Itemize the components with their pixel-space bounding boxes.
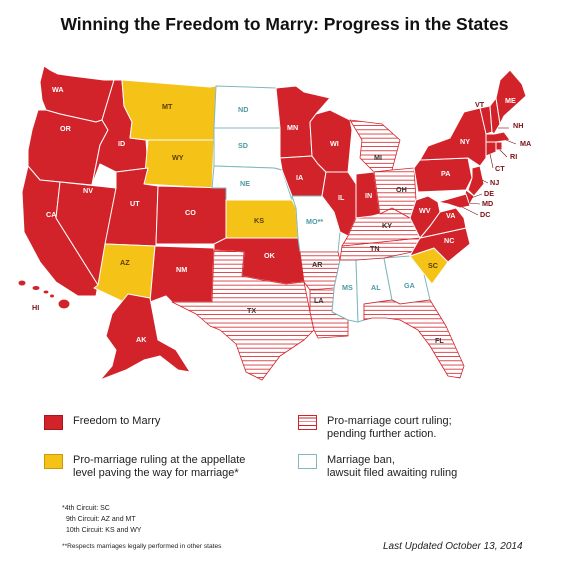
label-NJ: NJ <box>490 178 499 187</box>
page-title: Winning the Freedom to Marry: Progress i… <box>60 14 509 34</box>
label-ME: ME <box>505 96 516 105</box>
label-NM: NM <box>176 265 187 274</box>
label-UT: UT <box>130 199 140 208</box>
label-VT: VT <box>475 100 485 109</box>
legend-swatch-yellow <box>44 454 63 469</box>
legend-appellate-line1: Pro-marriage ruling at the appellate <box>73 454 246 466</box>
label-DE: DE <box>484 189 494 198</box>
note-line3: 10th Circuit: KS and WY <box>66 527 142 534</box>
footnote: **Respects marriages legally performed i… <box>62 543 222 550</box>
legend-ban: Marriage ban, lawsuit filed awaiting rul… <box>298 454 457 480</box>
state-CT[interactable] <box>485 141 497 157</box>
label-IA: IA <box>296 173 303 182</box>
label-PA: PA <box>441 169 450 178</box>
label-MT: MT <box>162 102 173 111</box>
label-MO: MO** <box>306 217 323 226</box>
state-HI[interactable] <box>17 279 71 310</box>
state-MA[interactable] <box>485 131 511 143</box>
state-AK[interactable] <box>99 293 191 381</box>
state-NY[interactable] <box>419 107 487 167</box>
label-KY: KY <box>382 221 392 230</box>
legend-freedom: Freedom to Marry <box>44 415 160 430</box>
label-MI: MI <box>374 153 382 162</box>
label-MD: MD <box>482 199 493 208</box>
label-HI: HI <box>32 303 39 312</box>
label-SC: SC <box>428 261 438 270</box>
legend-court-line1: Pro-marriage court ruling; <box>327 415 452 427</box>
legend-swatch-hatch <box>298 415 317 430</box>
state-CA[interactable] <box>21 165 99 297</box>
label-CO: CO <box>185 208 196 217</box>
label-DC: DC <box>480 210 490 219</box>
state-TX[interactable] <box>171 249 315 381</box>
label-OH: OH <box>396 185 407 194</box>
label-NV: NV <box>83 186 93 195</box>
label-WI: WI <box>330 139 339 148</box>
note-line1: *4th Circuit: SC <box>62 505 110 512</box>
state-AZ[interactable] <box>93 243 156 303</box>
legend-appellate: Pro-marriage ruling at the appellate lev… <box>44 454 245 480</box>
label-MS: MS <box>342 283 353 292</box>
label-MN: MN <box>287 123 298 132</box>
state-NC[interactable] <box>409 227 471 263</box>
state-AR[interactable] <box>299 251 341 291</box>
label-TN: TN <box>370 244 380 253</box>
state-SD[interactable] <box>213 127 283 171</box>
circuit-notes: *4th Circuit: SC 9th Circuit: AZ and MT … <box>62 503 141 536</box>
state-MT[interactable] <box>121 79 217 141</box>
state-RI[interactable] <box>495 141 503 151</box>
label-OR: OR <box>60 124 72 133</box>
label-ND: ND <box>238 105 248 114</box>
note-line2: 9th Circuit: AZ and MT <box>66 516 136 523</box>
label-FL: FL <box>435 336 444 345</box>
state-MD[interactable] <box>437 193 471 209</box>
label-IL: IL <box>338 193 345 202</box>
label-CT: CT <box>495 164 505 173</box>
legend-swatch-teal <box>298 454 317 469</box>
label-CA: CA <box>46 210 56 219</box>
legend-court-line2: pending further action. <box>327 428 437 440</box>
label-VA: VA <box>446 211 455 220</box>
label-SD: SD <box>238 141 248 150</box>
label-AL: AL <box>371 283 381 292</box>
state-WY[interactable] <box>143 139 215 189</box>
label-WY: WY <box>172 153 184 162</box>
label-LA: LA <box>314 296 324 305</box>
label-NE: NE <box>240 179 250 188</box>
state-NH[interactable] <box>489 97 501 135</box>
label-AK: AK <box>136 335 147 344</box>
label-MA: MA <box>520 139 531 148</box>
state-FL[interactable] <box>363 299 465 379</box>
legend-ban-line1: Marriage ban, <box>327 454 395 466</box>
legend-ban-line2: lawsuit filed awaiting ruling <box>327 467 458 479</box>
label-OK: OK <box>264 251 276 260</box>
label-KS: KS <box>254 216 264 225</box>
legend-swatch-red <box>44 415 63 430</box>
label-NY: NY <box>460 137 470 146</box>
label-IN: IN <box>365 191 372 200</box>
label-RI: RI <box>510 152 517 161</box>
label-ID: ID <box>118 139 125 148</box>
legend-freedom-label: Freedom to Marry <box>73 415 161 427</box>
label-TX: TX <box>247 306 256 315</box>
legend-appellate-line2: level paving the way for marriage* <box>73 467 239 479</box>
label-GA: GA <box>404 281 415 290</box>
last-updated: Last Updated October 13, 2014 <box>383 541 523 552</box>
state-MI[interactable] <box>349 119 401 173</box>
state-WV[interactable] <box>409 195 441 239</box>
label-NC: NC <box>444 236 454 245</box>
state-ME[interactable] <box>495 69 527 125</box>
label-NH: NH <box>513 121 523 130</box>
label-AR: AR <box>312 260 323 269</box>
label-AZ: AZ <box>120 258 130 267</box>
label-WA: WA <box>52 85 64 94</box>
state-NM[interactable] <box>149 245 215 303</box>
label-WV: WV <box>419 206 431 215</box>
legend-court-ruling: Pro-marriage court ruling; pending furth… <box>298 415 452 441</box>
